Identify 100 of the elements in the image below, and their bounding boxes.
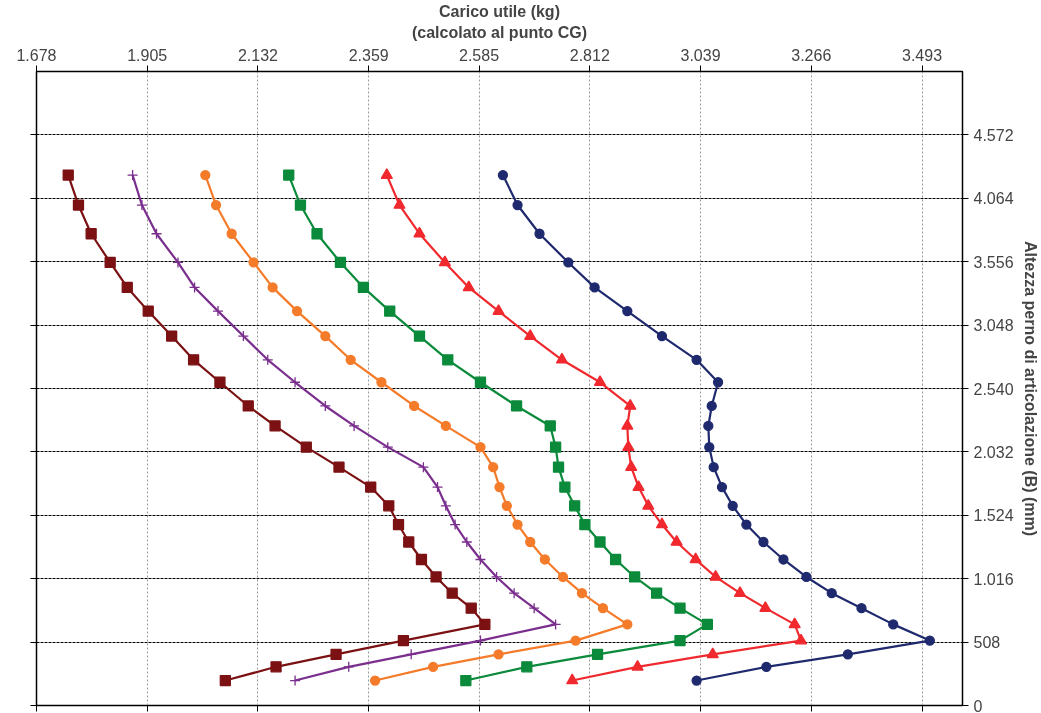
- point: [609, 553, 622, 566]
- point: [656, 330, 668, 342]
- point: [311, 228, 323, 240]
- point: [237, 330, 250, 342]
- point: [888, 619, 899, 630]
- point: [539, 554, 551, 565]
- point: [392, 518, 405, 531]
- point: [576, 588, 588, 599]
- point: [365, 481, 377, 493]
- point: [597, 603, 609, 614]
- point: [525, 536, 536, 548]
- x-tick-label: 3.039: [680, 46, 721, 64]
- point: [704, 442, 715, 453]
- x-tick-label: 1.905: [127, 46, 168, 64]
- point: [794, 633, 808, 645]
- point: [300, 441, 312, 453]
- point: [494, 481, 505, 493]
- point: [510, 400, 523, 412]
- y-tick-label: 3.556: [973, 253, 1014, 271]
- point: [460, 674, 472, 687]
- point: [706, 400, 717, 412]
- point: [461, 536, 473, 548]
- point: [727, 500, 738, 511]
- point: [283, 169, 295, 181]
- point: [570, 635, 581, 646]
- point: [291, 305, 303, 317]
- point: [72, 199, 85, 211]
- point: [142, 305, 154, 317]
- point: [200, 169, 211, 181]
- point: [475, 442, 486, 453]
- point: [625, 460, 638, 471]
- point: [594, 536, 606, 548]
- point: [670, 535, 683, 546]
- point: [465, 602, 477, 614]
- point: [188, 281, 201, 294]
- point: [446, 587, 458, 599]
- point: [593, 375, 607, 387]
- point: [490, 571, 503, 583]
- point: [345, 354, 356, 365]
- point: [622, 619, 633, 630]
- point: [403, 536, 415, 548]
- point: [674, 602, 686, 614]
- point: [589, 282, 600, 293]
- point: [369, 675, 381, 686]
- point: [624, 398, 637, 410]
- point: [512, 199, 523, 211]
- point: [415, 553, 428, 566]
- x-tick-label: 3.266: [791, 46, 832, 64]
- point: [642, 498, 655, 510]
- y-tick-label: 2.540: [973, 380, 1014, 398]
- point: [621, 418, 634, 430]
- point: [212, 305, 224, 317]
- point: [555, 352, 569, 364]
- point: [62, 169, 74, 181]
- x-tick-label: 3.493: [901, 46, 943, 64]
- point: [709, 569, 722, 581]
- point: [566, 673, 579, 685]
- point: [270, 661, 282, 673]
- x-axis-title: Carico utile (kg) (calcolato al punto CG): [411, 3, 588, 41]
- point: [488, 461, 499, 473]
- point: [758, 536, 769, 548]
- point: [622, 305, 633, 317]
- point: [761, 661, 772, 672]
- point: [826, 588, 837, 599]
- point: [474, 376, 487, 388]
- point: [348, 420, 360, 432]
- point: [440, 500, 452, 512]
- y-axis-title: Altezza perno di articolazione (B) (mm): [1021, 240, 1039, 537]
- point: [357, 281, 370, 294]
- point: [521, 661, 533, 673]
- point: [333, 461, 345, 473]
- point: [380, 168, 393, 179]
- point: [712, 377, 724, 388]
- point: [708, 461, 719, 473]
- point: [497, 169, 509, 181]
- point: [383, 500, 395, 512]
- point: [320, 330, 331, 342]
- point: [85, 228, 97, 240]
- point: [126, 169, 139, 181]
- y-tick-label: 1.016: [973, 570, 1014, 588]
- point: [759, 601, 772, 612]
- point: [674, 634, 686, 647]
- point: [650, 587, 663, 599]
- point: [408, 400, 420, 412]
- point: [267, 282, 278, 293]
- point: [226, 228, 237, 239]
- y-tick-label: 2.032: [973, 443, 1014, 461]
- point: [655, 517, 669, 529]
- point: [219, 674, 231, 687]
- point: [417, 461, 430, 473]
- point: [631, 659, 644, 671]
- point: [384, 305, 396, 317]
- point: [393, 198, 406, 209]
- x-tick-label: 2.359: [348, 46, 389, 64]
- point: [492, 304, 505, 315]
- point: [703, 420, 714, 432]
- point: [248, 257, 259, 268]
- point: [430, 571, 442, 583]
- point: [474, 634, 487, 647]
- point: [691, 354, 702, 365]
